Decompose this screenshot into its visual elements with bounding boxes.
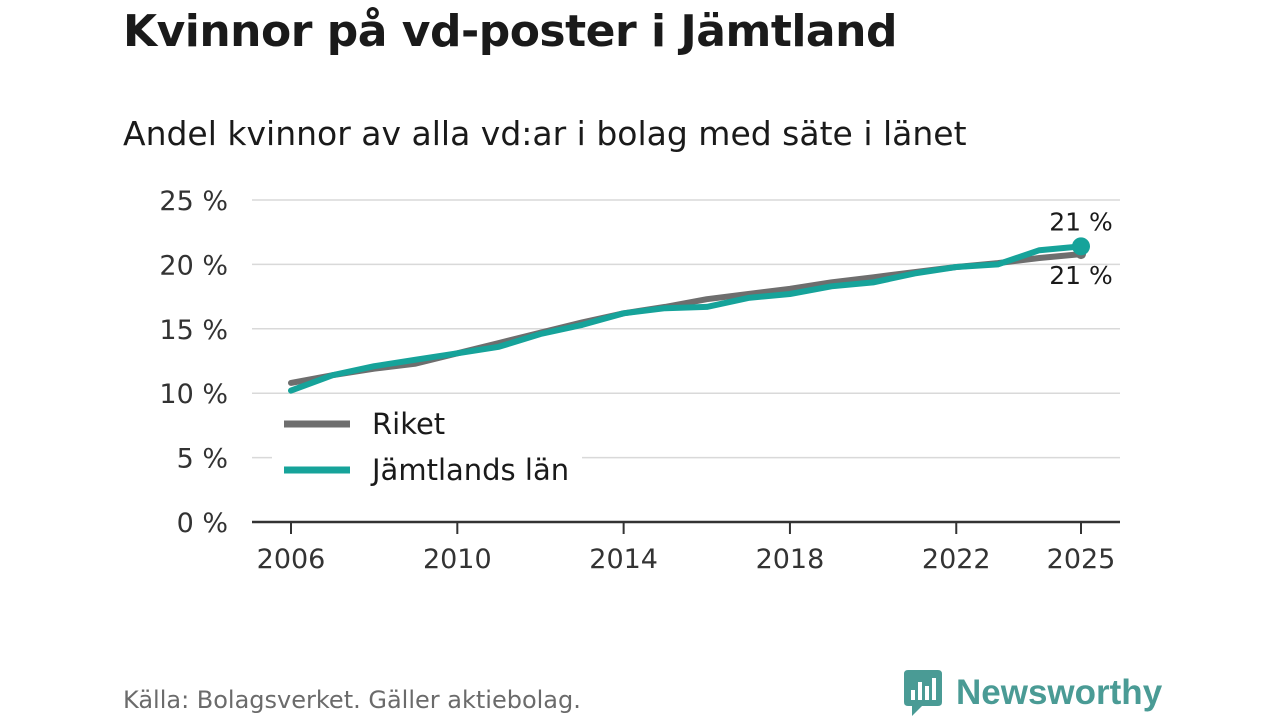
end-label-riket: 21 % bbox=[1049, 261, 1113, 290]
x-tick-label: 2006 bbox=[257, 544, 326, 575]
x-axis-ticks: 2006 2010 2014 2018 2022 2025 bbox=[257, 522, 1116, 575]
x-tick-label: 2022 bbox=[922, 544, 991, 575]
y-tick-label: 0 % bbox=[177, 508, 228, 539]
source-note: Källa: Bolagsverket. Gäller aktiebolag. bbox=[123, 686, 581, 714]
y-tick-label: 15 % bbox=[159, 315, 228, 346]
y-axis-ticks: 0 % 5 % 10 % 15 % 20 % 25 % bbox=[159, 186, 228, 539]
end-labels: 21 % 21 % bbox=[1049, 207, 1113, 290]
y-tick-label: 20 % bbox=[159, 250, 228, 281]
chart-title: Kvinnor på vd-poster i Jämtland bbox=[123, 6, 897, 57]
newsworthy-logo-icon bbox=[904, 670, 942, 716]
legend-label: Jämtlands län bbox=[370, 453, 569, 487]
legend: Riket Jämtlands län bbox=[272, 400, 582, 498]
x-tick-label: 2025 bbox=[1047, 544, 1116, 575]
grid-lines bbox=[252, 199, 1120, 524]
legend-background bbox=[272, 400, 582, 498]
series-lines bbox=[288, 237, 1090, 394]
series-end-point-jamtland bbox=[1072, 237, 1090, 256]
x-tick-label: 2014 bbox=[589, 544, 658, 575]
y-tick-label: 10 % bbox=[159, 379, 228, 410]
x-tick-label: 2010 bbox=[423, 544, 492, 575]
newsworthy-logo-text: Newsworthy bbox=[956, 673, 1163, 712]
series-line-jamtland bbox=[288, 243, 1084, 394]
legend-label: Riket bbox=[372, 407, 445, 441]
newsworthy-logo[interactable]: Newsworthy bbox=[902, 668, 1162, 718]
x-tick-label: 2018 bbox=[756, 544, 825, 575]
y-tick-label: 25 % bbox=[159, 186, 228, 217]
chart-subtitle: Andel kvinnor av alla vd:ar i bolag med … bbox=[123, 114, 967, 153]
end-label-jamtland: 21 % bbox=[1049, 207, 1113, 236]
y-tick-label: 5 % bbox=[177, 444, 228, 475]
